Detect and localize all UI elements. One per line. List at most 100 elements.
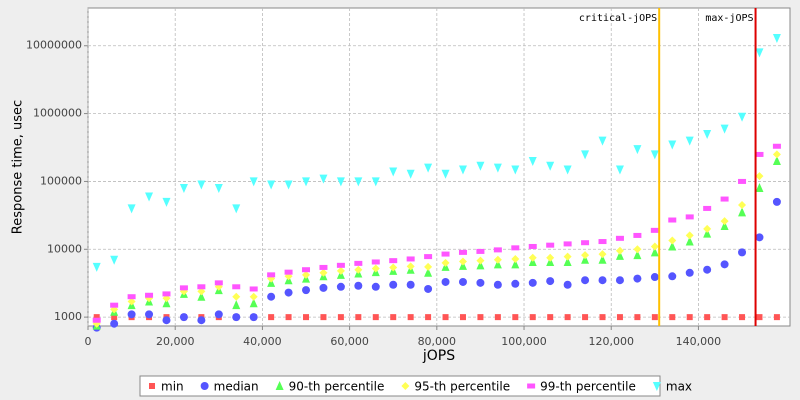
point xyxy=(616,314,623,321)
point xyxy=(372,314,379,321)
point xyxy=(703,205,712,211)
point xyxy=(669,314,676,321)
point xyxy=(720,196,729,202)
point xyxy=(581,251,590,260)
point xyxy=(615,246,624,255)
point xyxy=(599,314,606,321)
point xyxy=(441,251,450,257)
point xyxy=(249,177,258,187)
point xyxy=(686,314,693,321)
point xyxy=(267,180,276,190)
point xyxy=(162,291,171,297)
point xyxy=(197,284,206,290)
x-tick-label: 20,000 xyxy=(156,335,195,348)
point xyxy=(354,265,363,274)
point xyxy=(773,314,780,321)
point xyxy=(581,254,590,264)
y-tick-label: 10000 xyxy=(47,242,82,255)
point xyxy=(581,150,590,160)
point xyxy=(232,313,241,322)
annotation-label: critical-jOPS xyxy=(579,13,657,24)
point xyxy=(92,317,101,323)
point xyxy=(249,313,258,322)
point xyxy=(615,165,624,175)
point xyxy=(303,314,310,321)
point xyxy=(389,167,398,177)
point xyxy=(424,267,433,277)
point xyxy=(703,265,712,274)
point xyxy=(424,254,433,260)
point xyxy=(615,235,624,241)
point xyxy=(145,292,154,298)
x-tick-label: 140,000 xyxy=(676,335,722,348)
point xyxy=(529,314,536,321)
point xyxy=(598,276,607,285)
point xyxy=(650,247,659,257)
point xyxy=(493,255,502,264)
point xyxy=(772,150,781,159)
point xyxy=(668,140,677,150)
y-tick-label: 1000000 xyxy=(33,107,82,120)
point xyxy=(197,180,206,190)
point xyxy=(249,298,258,308)
point xyxy=(755,233,764,242)
point xyxy=(232,284,241,290)
legend-label: 99-th percentile xyxy=(540,380,636,394)
point xyxy=(268,314,275,321)
point xyxy=(162,316,171,325)
y-tick-label: 1000 xyxy=(54,310,82,323)
point xyxy=(494,314,501,321)
point xyxy=(390,314,397,321)
point xyxy=(284,288,293,297)
point xyxy=(302,177,311,187)
point xyxy=(563,256,572,266)
point xyxy=(406,169,415,179)
point xyxy=(110,302,119,308)
point xyxy=(755,48,764,58)
point xyxy=(685,268,694,277)
point xyxy=(738,112,747,122)
point xyxy=(720,260,729,269)
point xyxy=(302,286,311,295)
point xyxy=(685,214,694,220)
point xyxy=(772,156,781,166)
point xyxy=(527,383,536,389)
point xyxy=(337,314,344,321)
point xyxy=(720,221,729,231)
point xyxy=(389,280,398,289)
point xyxy=(424,163,433,173)
point xyxy=(546,161,555,171)
x-tick-label: 60,000 xyxy=(330,335,369,348)
point xyxy=(546,242,555,248)
point xyxy=(598,239,607,245)
point xyxy=(704,314,711,321)
point xyxy=(650,242,659,251)
legend-label: median xyxy=(214,380,259,394)
point xyxy=(267,292,276,301)
point xyxy=(755,183,764,193)
point xyxy=(772,197,781,206)
point xyxy=(371,177,380,187)
point xyxy=(371,282,380,291)
point xyxy=(633,232,642,238)
point xyxy=(458,249,467,255)
point xyxy=(149,383,155,389)
point xyxy=(493,280,502,289)
point xyxy=(650,150,659,160)
point xyxy=(493,247,502,253)
point xyxy=(493,163,502,173)
point xyxy=(582,314,589,321)
point xyxy=(563,280,572,289)
point xyxy=(458,257,467,266)
point xyxy=(652,382,661,391)
point xyxy=(127,294,136,300)
point xyxy=(319,268,328,277)
legend-label: max xyxy=(666,380,692,394)
point xyxy=(214,280,223,286)
point xyxy=(720,124,729,134)
point xyxy=(633,274,642,283)
point xyxy=(476,256,485,265)
point xyxy=(214,184,223,194)
point xyxy=(406,256,415,262)
point xyxy=(720,217,729,226)
